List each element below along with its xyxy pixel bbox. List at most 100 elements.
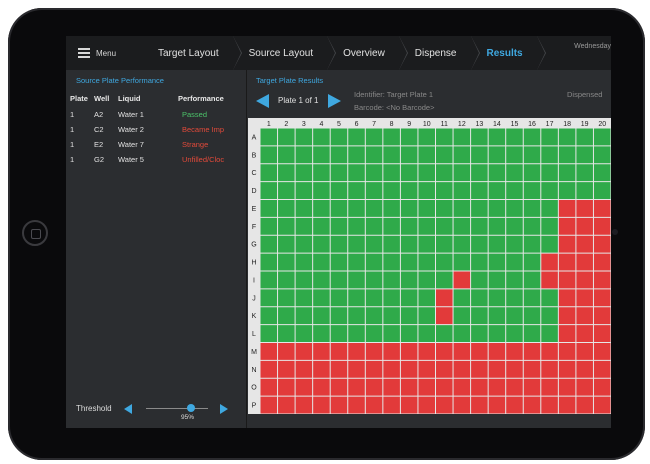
- well[interactable]: [541, 253, 558, 271]
- well[interactable]: [541, 307, 558, 325]
- well[interactable]: [313, 343, 330, 360]
- well[interactable]: [506, 128, 523, 146]
- well[interactable]: [488, 271, 506, 289]
- well[interactable]: [313, 396, 330, 414]
- well[interactable]: [365, 217, 383, 235]
- well[interactable]: [383, 343, 400, 360]
- well[interactable]: [260, 343, 278, 360]
- well[interactable]: [365, 378, 383, 396]
- tab-dispense[interactable]: Dispense: [398, 36, 480, 70]
- well[interactable]: [593, 217, 611, 235]
- well[interactable]: [260, 128, 278, 146]
- source-table-row[interactable]: 1 G2 Water 5 Unfilled/Cloc: [66, 155, 246, 170]
- well[interactable]: [436, 289, 453, 307]
- well[interactable]: [400, 307, 418, 325]
- well[interactable]: [576, 164, 593, 182]
- well[interactable]: [523, 200, 541, 217]
- well[interactable]: [523, 343, 541, 360]
- well[interactable]: [400, 289, 418, 307]
- well[interactable]: [506, 200, 523, 217]
- well[interactable]: [471, 164, 488, 182]
- well[interactable]: [471, 235, 488, 253]
- well[interactable]: [418, 164, 435, 182]
- threshold-increase-arrow-icon[interactable]: [220, 404, 228, 414]
- well[interactable]: [365, 271, 383, 289]
- well[interactable]: [506, 360, 523, 378]
- well[interactable]: [541, 128, 558, 146]
- well[interactable]: [365, 182, 383, 199]
- well[interactable]: [576, 396, 593, 414]
- well[interactable]: [576, 378, 593, 396]
- well[interactable]: [295, 325, 313, 342]
- well[interactable]: [330, 164, 348, 182]
- well[interactable]: [383, 164, 400, 182]
- well[interactable]: [295, 164, 313, 182]
- well[interactable]: [260, 182, 278, 199]
- well[interactable]: [488, 307, 506, 325]
- well[interactable]: [506, 164, 523, 182]
- well[interactable]: [506, 146, 523, 164]
- well[interactable]: [383, 271, 400, 289]
- well[interactable]: [558, 200, 576, 217]
- well[interactable]: [576, 146, 593, 164]
- tab-results[interactable]: Results: [470, 36, 546, 70]
- well[interactable]: [348, 182, 365, 199]
- well[interactable]: [295, 253, 313, 271]
- well[interactable]: [593, 378, 611, 396]
- well[interactable]: [313, 253, 330, 271]
- well[interactable]: [488, 182, 506, 199]
- well[interactable]: [295, 307, 313, 325]
- well[interactable]: [558, 360, 576, 378]
- well[interactable]: [383, 128, 400, 146]
- well[interactable]: [313, 378, 330, 396]
- well[interactable]: [488, 396, 506, 414]
- well[interactable]: [541, 325, 558, 342]
- well[interactable]: [471, 200, 488, 217]
- well[interactable]: [365, 396, 383, 414]
- well[interactable]: [453, 289, 471, 307]
- well[interactable]: [523, 253, 541, 271]
- well[interactable]: [330, 343, 348, 360]
- well[interactable]: [295, 200, 313, 217]
- well[interactable]: [400, 396, 418, 414]
- well[interactable]: [523, 128, 541, 146]
- well[interactable]: [541, 360, 558, 378]
- well[interactable]: [313, 164, 330, 182]
- well[interactable]: [330, 235, 348, 253]
- well[interactable]: [313, 360, 330, 378]
- well[interactable]: [400, 271, 418, 289]
- well[interactable]: [348, 217, 365, 235]
- well[interactable]: [506, 253, 523, 271]
- well[interactable]: [278, 235, 295, 253]
- well[interactable]: [576, 360, 593, 378]
- well[interactable]: [400, 164, 418, 182]
- well[interactable]: [488, 343, 506, 360]
- well[interactable]: [418, 289, 435, 307]
- well[interactable]: [541, 378, 558, 396]
- well[interactable]: [436, 128, 453, 146]
- well[interactable]: [488, 235, 506, 253]
- well[interactable]: [471, 217, 488, 235]
- well[interactable]: [365, 235, 383, 253]
- well[interactable]: [330, 253, 348, 271]
- well[interactable]: [313, 307, 330, 325]
- well[interactable]: [400, 128, 418, 146]
- well[interactable]: [471, 128, 488, 146]
- well[interactable]: [506, 396, 523, 414]
- well[interactable]: [313, 325, 330, 342]
- well[interactable]: [348, 307, 365, 325]
- well[interactable]: [576, 200, 593, 217]
- well[interactable]: [576, 343, 593, 360]
- well[interactable]: [593, 343, 611, 360]
- well[interactable]: [365, 164, 383, 182]
- well[interactable]: [400, 146, 418, 164]
- well[interactable]: [506, 378, 523, 396]
- well[interactable]: [365, 289, 383, 307]
- well[interactable]: [593, 146, 611, 164]
- well[interactable]: [295, 235, 313, 253]
- well[interactable]: [330, 128, 348, 146]
- well[interactable]: [541, 164, 558, 182]
- well[interactable]: [330, 146, 348, 164]
- well[interactable]: [278, 360, 295, 378]
- well[interactable]: [506, 343, 523, 360]
